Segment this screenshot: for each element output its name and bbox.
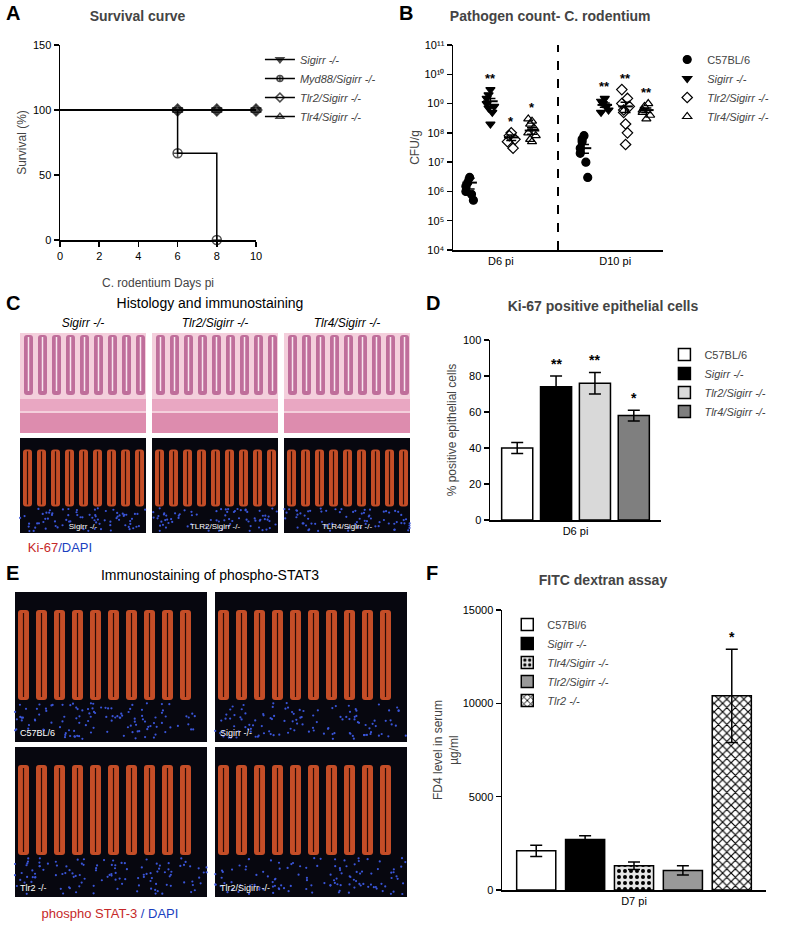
svg-text:Tlr4/Sigirr -/-: Tlr4/Sigirr -/- (314, 316, 381, 330)
svg-text:Sigirr -/-: Sigirr -/- (62, 316, 105, 330)
svg-text:Tlr4/Sigirr -/-: Tlr4/Sigirr -/- (707, 111, 768, 123)
svg-text:10¹¹: 10¹¹ (425, 39, 445, 51)
svg-text:Myd88/Sigirr -/-: Myd88/Sigirr -/- (300, 73, 376, 85)
svg-text:60: 60 (469, 406, 481, 418)
svg-text:10⁷: 10⁷ (428, 156, 444, 168)
svg-text:2: 2 (96, 250, 102, 262)
svg-text:**: ** (485, 71, 496, 86)
svg-text:Ki-67 positive epithelial cell: Ki-67 positive epithelial cells (508, 298, 699, 314)
svg-text:*: * (508, 114, 514, 129)
svg-text:C57BL/6: C57BL/6 (704, 349, 747, 361)
svg-text:*: * (729, 629, 735, 645)
svg-text:10⁸: 10⁸ (427, 127, 444, 139)
svg-text:10: 10 (250, 250, 262, 262)
svg-text:Tlr2 -/-: Tlr2 -/- (547, 695, 580, 707)
svg-text:D10 pi: D10 pi (599, 255, 631, 267)
svg-text:C57BL/6: C57BL/6 (707, 54, 750, 66)
svg-text:Tlr2/Sigirr -/-: Tlr2/Sigirr -/- (300, 92, 361, 104)
svg-text:80: 80 (469, 370, 481, 382)
svg-text:TLR4/Sigirr -/-: TLR4/Sigirr -/- (322, 522, 373, 531)
svg-text:Sigirr -/-: Sigirr -/- (547, 638, 586, 650)
svg-text:0: 0 (475, 514, 481, 526)
svg-text:C57Bl/6: C57Bl/6 (547, 619, 586, 631)
svg-text:D6 pi: D6 pi (488, 255, 514, 267)
svg-text:8: 8 (214, 250, 220, 262)
svg-text:Tlr4/Sigirr -/-: Tlr4/Sigirr -/- (547, 657, 608, 669)
svg-text:4: 4 (135, 250, 141, 262)
svg-text:10⁹: 10⁹ (427, 97, 444, 109)
svg-text:Pathogen count- C. rodentium: Pathogen count- C. rodentium (450, 8, 651, 24)
svg-text:**: ** (599, 79, 610, 94)
svg-text:**: ** (620, 71, 631, 86)
svg-text:*: * (631, 390, 637, 406)
svg-text:Sigirr -/-: Sigirr -/- (300, 54, 339, 66)
svg-text:Immunostaining of phospho-STA: Immunostaining of phospho-STAT3 (101, 567, 319, 583)
svg-text:*: * (529, 100, 535, 115)
svg-text:10⁶: 10⁶ (428, 185, 445, 197)
svg-text:Histology and immunostaining: Histology and immunostaining (117, 295, 304, 311)
svg-text:Sigirr -/-: Sigirr -/- (220, 728, 252, 738)
svg-text:Sigirr -/-: Sigirr -/- (707, 73, 746, 85)
svg-text:**: ** (641, 85, 652, 100)
svg-text:Sigirr -/-: Sigirr -/- (69, 522, 98, 531)
svg-text:0: 0 (487, 884, 493, 896)
svg-text:100: 100 (33, 104, 51, 116)
svg-text:Sigirr -/-: Sigirr -/- (704, 368, 743, 380)
svg-text:FD4 level in serumµg/ml: FD4 level in serumµg/ml (431, 700, 461, 800)
svg-text:10⁵: 10⁵ (428, 215, 445, 227)
svg-text:Survival curve: Survival curve (90, 8, 186, 24)
svg-text:6: 6 (175, 250, 181, 262)
svg-text:Tlr2/Sigirr -/-: Tlr2/Sigirr -/- (704, 387, 765, 399)
html-text:F: F (426, 562, 439, 584)
svg-text:10000: 10000 (463, 697, 494, 709)
svg-text:Tlr2 -/-: Tlr2 -/- (20, 883, 47, 893)
html-text:D: D (426, 292, 441, 314)
svg-text:Tlr2/Sigirr -/-: Tlr2/Sigirr -/- (707, 92, 768, 104)
svg-text:15000: 15000 (463, 604, 494, 616)
svg-text:0: 0 (57, 250, 63, 262)
svg-text:100: 100 (463, 334, 481, 346)
svg-text:FITC dextran assay: FITC dextran assay (539, 572, 668, 588)
svg-text:Tlr4/Sigirr -/-: Tlr4/Sigirr -/- (704, 406, 765, 418)
svg-text:C57BL/6: C57BL/6 (20, 728, 55, 738)
svg-text:CFU/g: CFU/g (408, 130, 422, 165)
html-text:E: E (6, 562, 20, 584)
svg-text:% positive epithelial cells: % positive epithelial cells (445, 364, 459, 497)
svg-text:TLR2/Sigirr -/-: TLR2/Sigirr -/- (190, 522, 241, 531)
svg-text:0: 0 (45, 234, 51, 246)
svg-text:40: 40 (469, 442, 481, 454)
svg-text:20: 20 (469, 478, 481, 490)
svg-text:Survival (%): Survival (%) (15, 110, 29, 175)
svg-text:Ki-67/DAPI: Ki-67/DAPI (28, 540, 92, 555)
svg-text:10⁴: 10⁴ (427, 244, 444, 256)
html-text:C: C (6, 292, 21, 314)
svg-text:Tlr4/Sigirr -/-: Tlr4/Sigirr -/- (300, 111, 361, 123)
svg-text:**: ** (551, 356, 562, 372)
svg-text:Tlr2/Sigirr -/-: Tlr2/Sigirr -/- (547, 676, 608, 688)
svg-text:D6 pi: D6 pi (563, 525, 589, 537)
svg-text:Tlr2/Sigirr -/-: Tlr2/Sigirr -/- (220, 883, 270, 893)
svg-text:phospho STAT-3 / DAPI: phospho STAT-3 / DAPI (42, 906, 179, 921)
svg-text:50: 50 (39, 169, 51, 181)
svg-text:5000: 5000 (469, 791, 493, 803)
svg-text:10¹⁰: 10¹⁰ (424, 68, 444, 80)
html-text:A: A (6, 2, 21, 24)
svg-text:C. rodentium Days pi: C. rodentium Days pi (102, 276, 214, 290)
svg-text:150: 150 (33, 39, 51, 51)
html-text:B: B (399, 2, 414, 24)
svg-text:D7 pi: D7 pi (621, 895, 647, 907)
svg-text:**: ** (589, 352, 600, 368)
svg-text:Tlr2/Sigirr -/-: Tlr2/Sigirr -/- (182, 316, 249, 330)
